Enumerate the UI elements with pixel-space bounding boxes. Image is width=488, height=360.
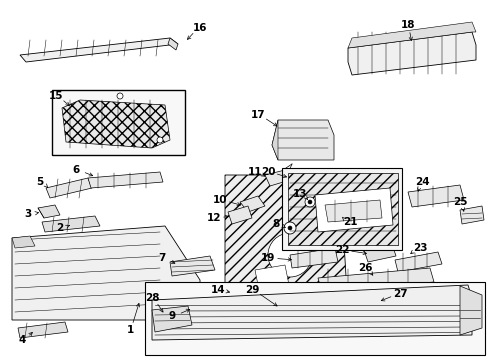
- Text: 29: 29: [244, 285, 259, 295]
- Polygon shape: [46, 178, 92, 198]
- Polygon shape: [18, 322, 68, 338]
- Text: 10: 10: [212, 195, 227, 205]
- Polygon shape: [314, 188, 392, 232]
- Polygon shape: [152, 285, 471, 340]
- Polygon shape: [227, 206, 251, 224]
- Polygon shape: [38, 205, 60, 218]
- Polygon shape: [254, 265, 289, 295]
- Bar: [145, 282, 484, 355]
- Polygon shape: [12, 236, 35, 248]
- Text: 13: 13: [292, 189, 306, 199]
- Text: 11: 11: [247, 167, 262, 177]
- Text: 2: 2: [56, 223, 63, 233]
- Text: 17: 17: [250, 110, 265, 120]
- Text: 4: 4: [18, 335, 26, 345]
- Polygon shape: [287, 173, 397, 245]
- Polygon shape: [361, 288, 435, 312]
- Polygon shape: [170, 256, 215, 276]
- Bar: [52, 90, 184, 155]
- Text: 23: 23: [412, 243, 427, 253]
- Polygon shape: [317, 268, 433, 292]
- Circle shape: [307, 200, 311, 204]
- Polygon shape: [184, 296, 224, 314]
- Text: 1: 1: [126, 325, 133, 335]
- Text: 6: 6: [72, 165, 80, 175]
- Text: 25: 25: [452, 197, 467, 207]
- Circle shape: [284, 222, 295, 234]
- Text: 22: 22: [334, 245, 348, 255]
- Circle shape: [305, 221, 333, 249]
- Polygon shape: [42, 216, 100, 232]
- Polygon shape: [88, 172, 163, 188]
- Text: 15: 15: [49, 91, 63, 101]
- Polygon shape: [459, 206, 483, 224]
- Polygon shape: [347, 32, 475, 75]
- Text: 19: 19: [260, 253, 275, 263]
- Polygon shape: [224, 175, 347, 310]
- Text: 28: 28: [144, 293, 159, 303]
- Text: 5: 5: [36, 177, 43, 187]
- Text: 27: 27: [392, 289, 407, 299]
- Polygon shape: [363, 244, 395, 262]
- Polygon shape: [152, 306, 192, 332]
- Text: 8: 8: [272, 219, 279, 229]
- Text: 3: 3: [24, 209, 32, 219]
- Polygon shape: [347, 22, 475, 48]
- Text: 9: 9: [168, 311, 175, 321]
- Circle shape: [305, 197, 314, 207]
- Text: 20: 20: [260, 167, 275, 177]
- Circle shape: [287, 226, 291, 230]
- Polygon shape: [240, 196, 264, 212]
- Text: 18: 18: [400, 20, 414, 30]
- Circle shape: [117, 93, 123, 99]
- Polygon shape: [407, 185, 463, 207]
- Text: 24: 24: [414, 177, 428, 187]
- Bar: [282, 168, 401, 250]
- Polygon shape: [459, 286, 481, 335]
- Polygon shape: [271, 120, 278, 160]
- Polygon shape: [264, 170, 289, 186]
- Polygon shape: [12, 226, 200, 320]
- Text: 7: 7: [158, 253, 165, 263]
- Text: 12: 12: [206, 213, 221, 223]
- Polygon shape: [325, 200, 381, 222]
- Polygon shape: [394, 252, 441, 272]
- Polygon shape: [227, 284, 262, 301]
- Polygon shape: [62, 100, 170, 148]
- Text: 26: 26: [357, 263, 371, 273]
- Text: 14: 14: [210, 285, 225, 295]
- Polygon shape: [20, 38, 178, 62]
- Polygon shape: [168, 38, 178, 50]
- Polygon shape: [271, 120, 333, 160]
- Text: 21: 21: [342, 217, 357, 227]
- Polygon shape: [289, 248, 337, 268]
- Circle shape: [157, 137, 163, 143]
- Circle shape: [267, 233, 311, 277]
- Text: 16: 16: [192, 23, 207, 33]
